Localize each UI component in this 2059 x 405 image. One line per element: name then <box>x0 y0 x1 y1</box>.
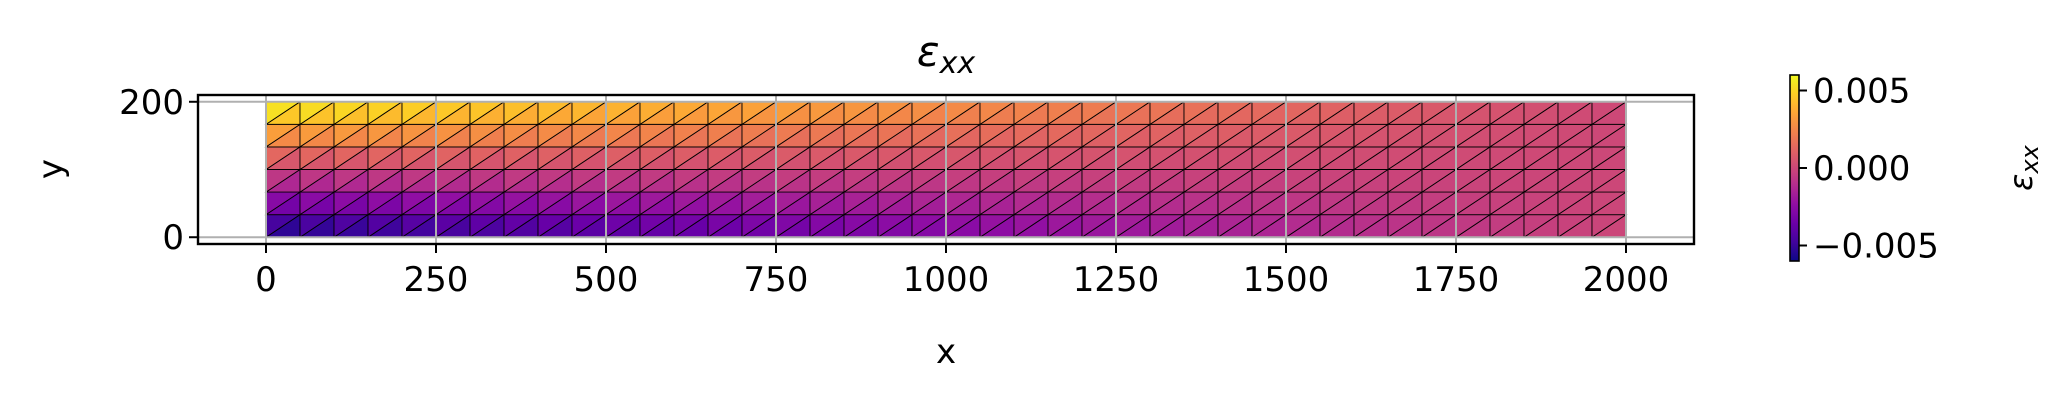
x-axis-label: x <box>936 332 956 372</box>
x-tick-label: 1750 <box>1413 260 1500 300</box>
x-tick-label: 500 <box>574 260 639 300</box>
y-axis-ticks: 0 200 <box>119 83 198 258</box>
colorbar-tick-label: −0.005 <box>1813 227 1939 267</box>
y-axis-label: y <box>31 159 71 179</box>
x-tick-label: 1000 <box>903 260 990 300</box>
x-tick-label: 1250 <box>1073 260 1160 300</box>
y-tick-label: 0 <box>162 218 184 258</box>
x-tick-label: 750 <box>744 260 809 300</box>
chart-title-main: ε <box>917 27 940 76</box>
y-tick-label: 200 <box>119 83 184 123</box>
colorbar-tick-label: 0.000 <box>1813 149 1910 189</box>
x-tick-label: 0 <box>255 260 277 300</box>
chart-title: εxx <box>917 27 975 81</box>
chart-title-sub: xx <box>939 46 976 81</box>
x-tick-label: 2000 <box>1583 260 1670 300</box>
colorbar-label: εxx <box>2002 144 2044 191</box>
colorbar-label-main: ε <box>2002 174 2040 191</box>
colorbar-tick-label: 0.005 <box>1813 72 1910 112</box>
colorbar-ticks: 0.005 0.000 −0.005 <box>1799 72 1939 267</box>
grid-layer <box>198 95 1694 244</box>
x-axis-ticks: 0 250 500 750 1000 1250 1500 1750 2000 <box>255 244 1669 300</box>
mesh-layer <box>264 100 1628 239</box>
colorbar <box>1789 74 1800 262</box>
x-tick-label: 250 <box>404 260 469 300</box>
colorbar-label-sub: xx <box>2016 144 2044 174</box>
x-tick-label: 1500 <box>1243 260 1330 300</box>
